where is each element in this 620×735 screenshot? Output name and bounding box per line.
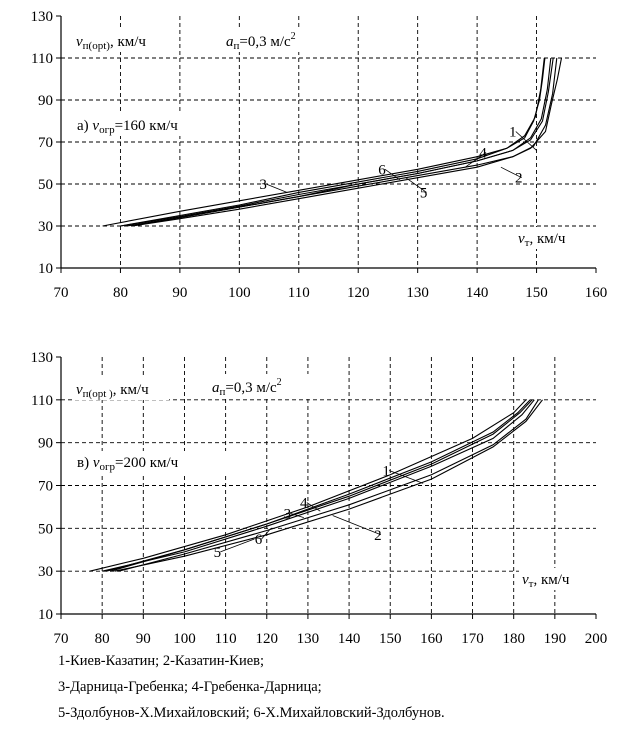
y-tick-label: 10 [38, 607, 53, 623]
series-line-3 [102, 399, 535, 572]
x-tick-label: 150 [379, 631, 402, 647]
y-tick-label: 90 [38, 436, 53, 452]
y-tick-label: 90 [38, 93, 53, 109]
acceleration-annotation: aп=0,3 м/с2 [212, 377, 282, 398]
series-line-5 [132, 57, 558, 227]
curve-label-3: 3 [259, 177, 267, 193]
accel-background [209, 374, 321, 398]
x-tick-label: 70 [54, 631, 69, 647]
series-line-3 [120, 57, 545, 227]
series-line-6 [110, 399, 531, 572]
curve-label-3: 3 [284, 506, 292, 522]
y-axis-label: vп(opt), км/ч [76, 34, 146, 52]
series-line-1 [89, 399, 527, 572]
curve-label-leader [405, 177, 427, 193]
curve-label-6: 6 [378, 162, 386, 178]
series-line-6 [120, 57, 554, 227]
y-tick-label: 30 [38, 564, 53, 580]
curve-label-4: 4 [479, 146, 487, 162]
curve-label-5: 5 [214, 545, 222, 561]
x-tick-label: 130 [297, 631, 320, 647]
x-tick-label: 80 [95, 631, 110, 647]
y-tick-label: 70 [38, 479, 53, 495]
curve-label-4: 4 [300, 496, 308, 512]
curve-label-5: 5 [420, 185, 428, 201]
curve-label-leader [261, 528, 272, 540]
x-tick-label: 140 [466, 285, 489, 301]
ylabel-background [73, 30, 169, 52]
limit-background [74, 451, 232, 473]
acceleration-annotation: aп=0,3 м/с2 [226, 31, 296, 52]
x-tick-label: 110 [288, 285, 310, 301]
y-tick-label: 50 [38, 521, 53, 537]
x-axis-label: vт, км/ч [522, 572, 570, 590]
y-tick-label: 130 [31, 9, 54, 25]
curve-label-leader [306, 502, 321, 512]
x-tick-label: 90 [136, 631, 151, 647]
x-tick-label: 80 [113, 285, 128, 301]
series-line-2 [114, 399, 543, 572]
curve-label-1: 1 [509, 125, 517, 141]
x-tick-label: 120 [347, 285, 370, 301]
curve-label-6: 6 [255, 532, 263, 548]
x-tick-label: 150 [525, 285, 548, 301]
x-tick-label: 200 [585, 631, 608, 647]
y-axis-label: vп(opt ), км/ч [76, 382, 149, 400]
series-line-5 [118, 399, 539, 572]
limit-background [74, 114, 232, 136]
xlabel-background [519, 568, 597, 590]
ylabel-background [73, 378, 169, 400]
x-tick-label: 170 [461, 631, 484, 647]
x-tick-label: 190 [544, 631, 567, 647]
x-tick-label: 100 [173, 631, 196, 647]
curve-label-leader [384, 168, 401, 181]
curve-label-leader [515, 131, 537, 151]
curve-label-2: 2 [374, 528, 382, 544]
curve-label-2: 2 [515, 171, 523, 187]
y-tick-label: 70 [38, 135, 53, 151]
x-tick-label: 160 [585, 285, 608, 301]
legend-line-3: 5-Здолбунов-Х.Михайловский; 6-Х.Михайлов… [58, 705, 445, 721]
y-tick-label: 50 [38, 177, 53, 193]
y-tick-label: 30 [38, 219, 53, 235]
speed-limit-annotation: в) vогр=200 км/ч [77, 455, 179, 473]
curve-label-leader [220, 538, 255, 553]
curve-label-leader [265, 183, 288, 193]
x-tick-label: 110 [215, 631, 237, 647]
curve-label-leader [332, 515, 382, 536]
curve-label-1: 1 [382, 464, 390, 480]
chart-panel-2: 70 80 90 100 110 120 130 140 150 160 170 180 190 2001… [31, 350, 608, 647]
xlabel-background [515, 227, 593, 249]
speed-limit-annotation: а) vогр=160 км/ч [77, 118, 178, 136]
y-tick-label: 130 [31, 350, 54, 366]
x-tick-label: 120 [256, 631, 279, 647]
chart-panel-1: 70 80 90 100 110 120 130 140 150 160 10 30 50 70 90 110… [31, 9, 608, 301]
legend-line-1: 1-Киев-Казатин; 2-Казатин-Киев; [58, 653, 265, 669]
x-tick-label: 130 [406, 285, 429, 301]
curve-label-leader [388, 470, 424, 484]
legend-line-2: 3-Дарница-Гребенка; 4-Гребенка-Дарница; [58, 679, 322, 695]
y-tick-label: 10 [38, 261, 53, 277]
accel-background [223, 28, 335, 52]
curve-label-leader [500, 166, 522, 179]
x-tick-label: 180 [502, 631, 525, 647]
curve-label-leader [464, 152, 487, 168]
curve-label-leader [290, 512, 304, 519]
y-tick-label: 110 [31, 51, 53, 67]
x-tick-label: 100 [228, 285, 251, 301]
x-tick-label: 90 [172, 285, 187, 301]
x-tick-label: 140 [338, 631, 361, 647]
x-axis-label: vт, км/ч [518, 231, 566, 249]
series-line-1 [102, 57, 546, 227]
y-tick-label: 110 [31, 393, 53, 409]
x-tick-label: 160 [420, 631, 443, 647]
x-tick-label: 70 [54, 285, 69, 301]
